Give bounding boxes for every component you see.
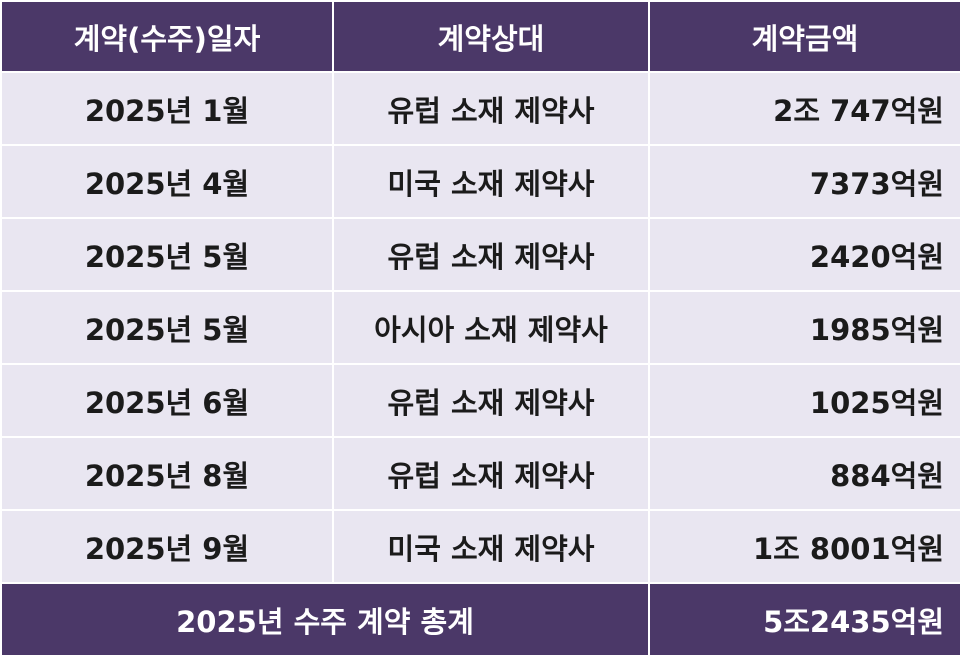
table-cell: 미국 소재 제약사	[332, 144, 650, 219]
table-cell: 유럽 소재 제약사	[332, 71, 650, 146]
header-row: 계약(수주)일자 계약상대 계약금액	[0, 0, 960, 73]
table-cell: 유럽 소재 제약사	[332, 436, 650, 511]
table-row: 2025년 5월 아시아 소재 제약사 1985억원	[0, 290, 960, 365]
header-cell: 계약금액	[648, 0, 960, 73]
table-cell: 2025년 1월	[0, 71, 334, 146]
table-cell: 유럽 소재 제약사	[332, 363, 650, 438]
table-row: 2025년 8월 유럽 소재 제약사 884억원	[0, 436, 960, 511]
table-cell: 유럽 소재 제약사	[332, 217, 650, 292]
header-cell: 계약(수주)일자	[0, 0, 334, 73]
table-cell: 미국 소재 제약사	[332, 509, 650, 584]
table-cell: 7373억원	[648, 144, 960, 219]
table-cell: 1조 8001억원	[648, 509, 960, 584]
table-cell: 아시아 소재 제약사	[332, 290, 650, 365]
table-cell: 2025년 6월	[0, 363, 334, 438]
header-cell: 계약상대	[332, 0, 650, 73]
table-row: 2025년 9월 미국 소재 제약사 1조 8001억원	[0, 509, 960, 584]
table-cell: 884억원	[648, 436, 960, 511]
table-cell: 2025년 5월	[0, 217, 334, 292]
table-row: 2025년 6월 유럽 소재 제약사 1025억원	[0, 363, 960, 438]
table-row: 2025년 5월 유럽 소재 제약사 2420억원	[0, 217, 960, 292]
table-cell: 2025년 4월	[0, 144, 334, 219]
table-row: 2025년 4월 미국 소재 제약사 7373억원	[0, 144, 960, 219]
table-cell: 2025년 9월	[0, 509, 334, 584]
total-label: 2025년 수주 계약 총계	[0, 582, 650, 657]
table-cell: 1025억원	[648, 363, 960, 438]
table-cell: 2025년 8월	[0, 436, 334, 511]
table-cell: 2420억원	[648, 217, 960, 292]
table-cell: 2025년 5월	[0, 290, 334, 365]
table-row: 2025년 1월 유럽 소재 제약사 2조 747억원	[0, 71, 960, 146]
table-cell: 2조 747억원	[648, 71, 960, 146]
total-value: 5조2435억원	[648, 582, 960, 657]
total-row: 2025년 수주 계약 총계 5조2435억원	[0, 582, 960, 657]
table-cell: 1985억원	[648, 290, 960, 365]
table-body: 2025년 1월 유럽 소재 제약사 2조 747억원 2025년 4월 미국 소재 제…	[0, 71, 960, 657]
